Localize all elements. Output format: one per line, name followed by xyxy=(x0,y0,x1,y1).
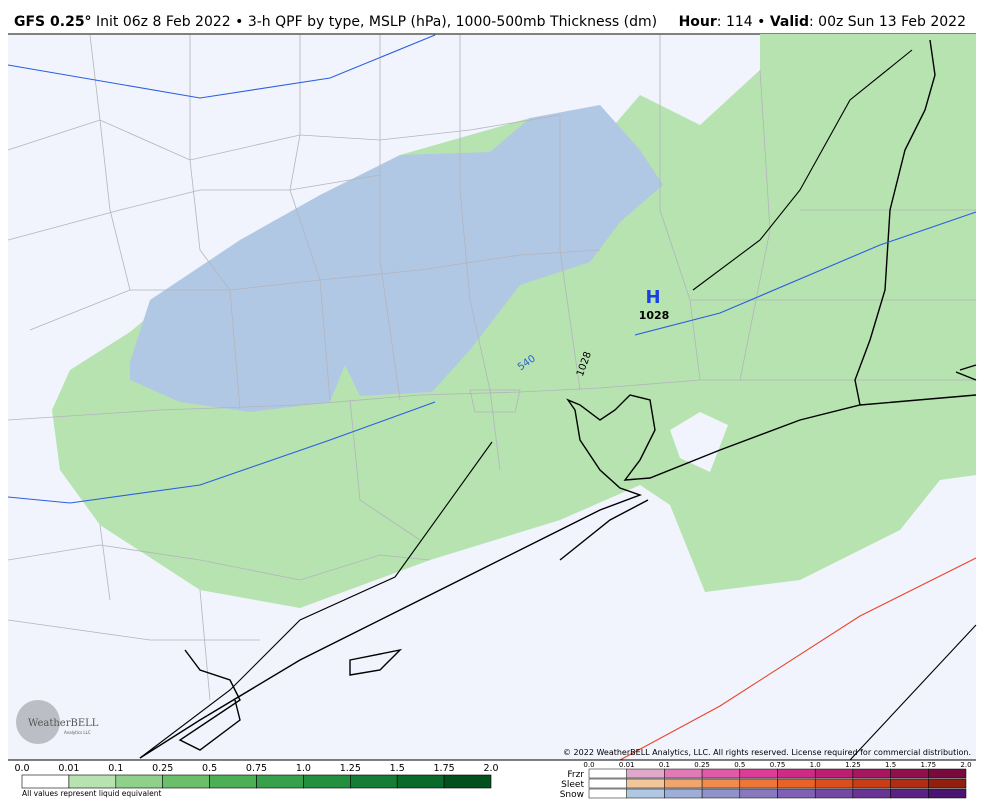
type-swatch xyxy=(664,788,703,799)
type-swatch xyxy=(626,788,665,799)
legend-tick-label: 0.0 xyxy=(14,763,29,774)
legend-tick-label: 0.25 xyxy=(152,763,173,774)
hour-label: Hour xyxy=(679,14,717,30)
type-swatch xyxy=(739,788,778,799)
thickness-line xyxy=(7,34,977,504)
type-swatch xyxy=(890,768,929,779)
type-swatch xyxy=(701,778,741,789)
type-swatch xyxy=(701,768,741,779)
snow-area xyxy=(130,105,663,412)
high-label: H xyxy=(645,287,660,308)
type-name: Frzr xyxy=(567,770,584,780)
type-name: Sleet xyxy=(561,780,584,790)
legend-swatch xyxy=(396,774,445,789)
logo-sub: Analytics LLC xyxy=(64,730,91,735)
type-swatch xyxy=(852,788,891,799)
thickness-line-warm xyxy=(619,557,977,761)
type-swatch xyxy=(626,768,665,779)
type-tick-label: 1.75 xyxy=(921,761,937,769)
type-swatch xyxy=(701,788,741,799)
type-swatch xyxy=(739,778,778,789)
legend-tick-label: 1.75 xyxy=(434,763,455,774)
type-tick-label: 0.01 xyxy=(619,761,635,769)
type-tick-label: 1.5 xyxy=(885,761,896,769)
header-left: GFS 0.25° Init 06z 8 Feb 2022 • 3-h QPF … xyxy=(14,14,657,30)
legend-swatch xyxy=(303,774,351,789)
type-tick-label: 0.5 xyxy=(734,761,745,769)
type-tick-label: 0.0 xyxy=(583,761,594,769)
type-swatch xyxy=(814,768,854,779)
legend-swatch xyxy=(162,774,210,789)
type-tick-label: 0.75 xyxy=(770,761,786,769)
type-tick-label: 0.25 xyxy=(694,761,710,769)
type-swatch xyxy=(588,778,627,789)
high-pressure: 1028 xyxy=(639,309,670,322)
type-swatch xyxy=(814,778,854,789)
header-right: Hour: 114 • Valid: 00z Sun 13 Feb 2022 xyxy=(679,14,966,30)
description: Init 06z 8 Feb 2022 • 3-h QPF by type, M… xyxy=(96,14,657,30)
legend-tick-label: 1.25 xyxy=(340,763,361,774)
type-swatch xyxy=(852,768,891,779)
copyright: © 2022 WeatherBELL Analytics, LLC. All r… xyxy=(563,748,971,757)
legend-swatch xyxy=(256,774,304,789)
type-swatch xyxy=(928,768,967,779)
legend-note: All values represent liquid equivalent xyxy=(22,789,161,798)
type-tick-label: 1.25 xyxy=(845,761,861,769)
type-swatch xyxy=(928,788,967,799)
type-name: Snow xyxy=(560,790,584,800)
logo-mark xyxy=(16,700,60,744)
coastline xyxy=(139,39,977,759)
isobar xyxy=(139,49,977,761)
valid-value: : 00z Sun 13 Feb 2022 xyxy=(809,14,966,30)
legend-swatch xyxy=(21,774,70,789)
legend-tick-label: 0.5 xyxy=(202,763,217,774)
type-swatch xyxy=(777,768,816,779)
type-swatch xyxy=(588,768,627,779)
type-swatch xyxy=(777,788,816,799)
logo: WeatherBELL xyxy=(28,718,99,729)
legend-swatch xyxy=(209,774,257,789)
type-swatch xyxy=(664,778,703,789)
legend-swatch xyxy=(68,774,117,789)
type-tick-label: 2.0 xyxy=(960,761,971,769)
type-swatch xyxy=(890,778,929,789)
county-lines xyxy=(7,34,976,701)
type-swatch xyxy=(739,768,778,779)
legend-tick-label: 0.01 xyxy=(58,763,79,774)
qpf-legend: 0.0 0.01 0.1 0.25 0.5 0.75 1.0 1.25 1.5 1.75 2.0 xyxy=(14,763,499,789)
legend-swatch xyxy=(115,774,164,789)
legend-swatch xyxy=(349,774,398,789)
legend-swatch xyxy=(443,774,492,789)
type-swatch xyxy=(928,778,967,789)
type-tick-label: 1.0 xyxy=(810,761,821,769)
type-swatch xyxy=(588,788,627,799)
type-swatch xyxy=(890,788,929,799)
hour-value: : 114 • xyxy=(717,14,766,30)
type-swatch xyxy=(814,788,854,799)
dry-area xyxy=(670,412,728,472)
legend-tick-label: 0.75 xyxy=(246,763,267,774)
legend-tick-label: 2.0 xyxy=(483,763,498,774)
legend-tick-label: 1.0 xyxy=(296,763,311,774)
type-swatch xyxy=(777,778,816,789)
legend-tick-label: 0.1 xyxy=(108,763,123,774)
model: GFS 0.25° xyxy=(14,14,92,30)
rain-area xyxy=(52,34,976,608)
valid-label: Valid xyxy=(770,14,809,30)
legend-tick-label: 1.5 xyxy=(390,763,405,774)
type-swatch xyxy=(626,778,665,789)
type-legend: 0.0 0.01 0.1 0.25 0.5 0.75 1.0 1.25 1.5 1.75 2.0 Fr… xyxy=(560,761,972,800)
type-swatch xyxy=(852,778,891,789)
type-tick-label: 0.1 xyxy=(659,761,670,769)
type-swatch xyxy=(664,768,703,779)
